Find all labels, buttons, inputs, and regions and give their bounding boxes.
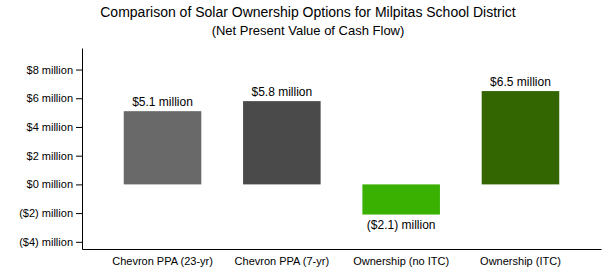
y-tick: $8 million: [27, 64, 82, 76]
bar: [362, 184, 440, 214]
x-tick-label: Ownership (no ITC): [353, 255, 449, 267]
data-label: $6.5 million: [490, 75, 551, 89]
y-tick-label: $6 million: [27, 92, 73, 104]
bar: [124, 111, 202, 184]
y-tick: $6 million: [27, 92, 82, 104]
y-tick-label: ($4) million: [19, 236, 73, 248]
y-tick-mark: [76, 184, 82, 185]
data-labels: $5.1 million $5.8 million ($2.1) million $6…: [132, 75, 551, 231]
y-tick-label: ($2) million: [19, 207, 73, 219]
y-tick-label: $4 million: [27, 121, 73, 133]
x-tick: Ownership (no ITC): [353, 249, 449, 267]
y-tick: ($4) million: [19, 236, 82, 248]
y-axis-line: [82, 49, 83, 250]
x-tick-label: Chevron PPA (23-yr): [112, 255, 213, 267]
x-axis-line: [83, 249, 602, 250]
bar: [482, 91, 560, 184]
y-tick-label: $0 million: [27, 178, 73, 190]
y-tick: ($2) million: [19, 207, 82, 219]
bar: [243, 101, 321, 184]
y-axis: ($4) million ($2) million $0 million $2 mil…: [19, 49, 82, 250]
y-tick-mark: [76, 213, 82, 214]
plot: ($4) million ($2) million $0 million $2 mil…: [19, 49, 601, 267]
chart: Comparison of Solar Ownership Options fo…: [0, 0, 616, 277]
y-tick: $0 million: [27, 178, 82, 190]
y-tick: $2 million: [27, 150, 82, 162]
y-tick-mark: [76, 127, 82, 128]
bars: [124, 91, 559, 214]
data-label: $5.1 million: [132, 95, 193, 109]
x-tick-label: Ownership (ITC): [480, 255, 561, 267]
title: Comparison of Solar Ownership Options fo…: [100, 4, 516, 20]
y-tick-label: $2 million: [27, 150, 73, 162]
y-tick-mark: [76, 156, 82, 157]
x-tick: Chevron PPA (23-yr): [112, 249, 213, 267]
x-tick: Ownership (ITC): [480, 249, 561, 267]
y-tick: $4 million: [27, 121, 82, 133]
x-tick-label: Chevron PPA (7-yr): [235, 255, 330, 267]
y-tick-mark: [76, 98, 82, 99]
data-label: $5.8 million: [251, 85, 312, 99]
y-tick-mark: [76, 242, 82, 243]
subtitle: (Net Present Value of Cash Flow): [212, 23, 405, 38]
x-axis: Chevron PPA (23-yr) Chevron PPA (7-yr) Own…: [83, 249, 602, 267]
y-tick-label: $8 million: [27, 64, 73, 76]
x-tick: Chevron PPA (7-yr): [235, 249, 330, 267]
data-label: ($2.1) million: [367, 218, 436, 232]
y-tick-mark: [76, 70, 82, 71]
